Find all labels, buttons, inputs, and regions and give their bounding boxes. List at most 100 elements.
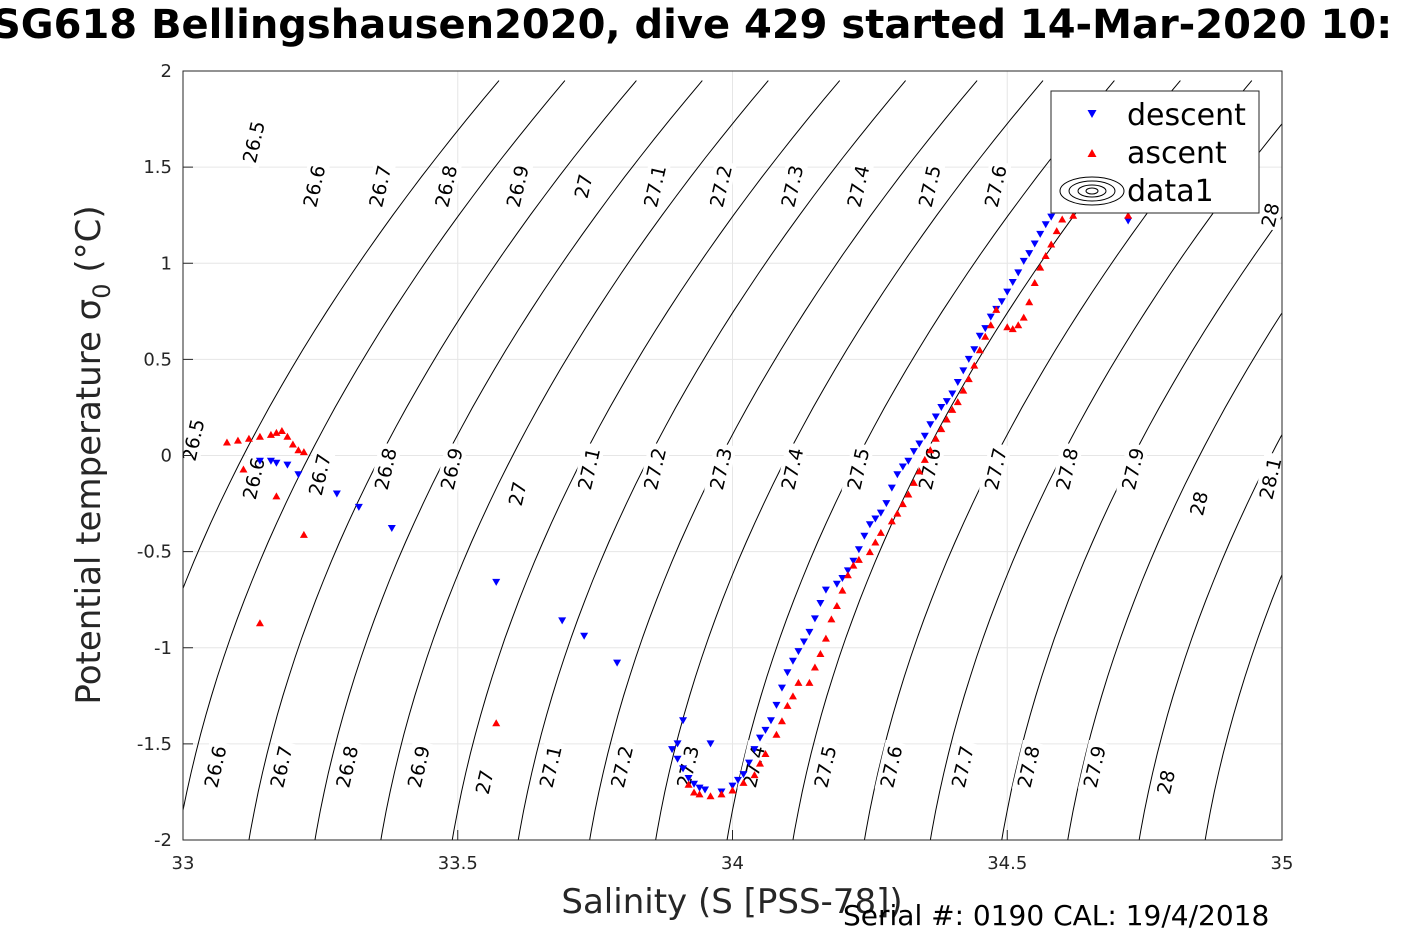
descent-point xyxy=(816,600,825,608)
contour-label-text: 28 xyxy=(1186,489,1213,518)
contour-label-bg xyxy=(874,739,908,794)
descent-point xyxy=(750,746,759,754)
contour-label: 28 xyxy=(1151,765,1180,799)
contour-label-bg xyxy=(503,477,532,510)
ascent-point xyxy=(843,571,852,579)
descent-point xyxy=(964,355,973,363)
ascent-point xyxy=(233,436,242,444)
contour-label: 27 xyxy=(470,765,499,799)
descent-point xyxy=(1047,213,1056,221)
ascent-point xyxy=(788,692,797,700)
series-ascent xyxy=(222,211,1133,800)
ascent-point xyxy=(728,786,737,794)
descent-point xyxy=(673,740,682,748)
contour-label-bg xyxy=(912,441,946,496)
y-axis-label-main: Potential temperature σ xyxy=(69,299,109,705)
contour-label-bg xyxy=(1116,441,1149,496)
ascent-point xyxy=(964,375,973,383)
contour-label: 27.1 xyxy=(533,739,567,794)
legend-ascent-marker xyxy=(1087,149,1097,157)
contour-label: 26.8 xyxy=(368,441,402,496)
contour-label-text: 28 xyxy=(1153,768,1180,797)
chart-title: SG618 Bellingshausen2020, dive 429 start… xyxy=(0,2,1393,48)
x-tick-label: 34 xyxy=(721,853,744,874)
contour-label: 28 xyxy=(1256,198,1284,232)
ascent-point xyxy=(1124,211,1133,219)
contour-label-bg xyxy=(470,765,499,799)
data-points xyxy=(222,188,1133,800)
descent-point xyxy=(613,659,622,667)
contour-label: 28 xyxy=(1184,487,1213,520)
legend-descent-label: descent xyxy=(1127,98,1246,133)
contour-label-bg xyxy=(737,739,770,794)
ascent-point xyxy=(827,615,836,623)
descent-point xyxy=(695,784,704,792)
ascent-point xyxy=(1052,227,1061,235)
ascent-point xyxy=(975,346,984,354)
ascent-point xyxy=(239,465,248,473)
descent-point xyxy=(805,628,814,636)
descent-point xyxy=(255,457,264,465)
contour-label-bg xyxy=(330,739,364,794)
contour-label-bg xyxy=(1253,451,1287,506)
y-axis-label-unit: (°C) xyxy=(69,205,109,283)
contour-label-bg xyxy=(671,739,704,794)
descent-point xyxy=(975,332,984,340)
ascent-point xyxy=(948,405,957,413)
descent-point xyxy=(387,525,396,533)
legend-box xyxy=(1050,90,1260,214)
contour-label-bg xyxy=(368,441,402,496)
descent-point xyxy=(959,367,968,375)
descent-point xyxy=(904,457,913,465)
contour-label-bg xyxy=(1077,739,1111,794)
contour-line-26.5 xyxy=(183,80,500,590)
ascent-point xyxy=(690,788,699,796)
descent-point xyxy=(294,471,303,479)
contour-label-bg xyxy=(533,739,567,794)
ascent-point xyxy=(832,601,841,609)
ascent-point xyxy=(898,500,907,508)
descent-point xyxy=(733,776,742,784)
descent-point xyxy=(931,413,940,421)
ascent-point xyxy=(1036,263,1045,271)
descent-point xyxy=(766,717,775,725)
contour-label: 26.6 xyxy=(198,739,231,794)
y-axis-label-sub: 0 xyxy=(88,283,116,298)
contour-label-bg xyxy=(605,739,638,794)
descent-point xyxy=(948,390,957,398)
ascent-point xyxy=(849,561,858,569)
ascent-point xyxy=(783,701,792,709)
descent-point xyxy=(1019,257,1028,265)
contour-label-bg xyxy=(1151,765,1180,799)
ascent-point xyxy=(717,790,726,798)
contour-label-bg xyxy=(1050,441,1084,496)
descent-point xyxy=(909,448,918,456)
descent-point xyxy=(788,657,797,665)
descent-point xyxy=(783,669,792,677)
descent-point xyxy=(761,726,770,734)
descent-point xyxy=(986,313,995,321)
y-tick-label: -1.5 xyxy=(137,734,172,755)
ascent-point xyxy=(1014,321,1023,329)
ascent-point xyxy=(942,415,951,423)
descent-point xyxy=(893,471,902,479)
ascent-point xyxy=(255,619,264,627)
ascent-point xyxy=(299,448,308,456)
y-axis: -2 -1.5 -1 -0.5 0 0.5 1 1.5 2 xyxy=(137,61,193,851)
ascent-point xyxy=(1030,278,1039,286)
descent-point xyxy=(794,648,803,656)
contour-label-bg xyxy=(176,413,210,467)
descent-point xyxy=(832,580,841,588)
ascent-point xyxy=(294,446,303,454)
density-contour-labels: 26.526.6 26.7 26.8 26.9 27 27.1 27.2 27.3 27.4 27… xyxy=(176,115,1287,799)
contour-label-text: 27 xyxy=(505,480,532,509)
descent-point xyxy=(843,567,852,575)
ascent-point xyxy=(761,749,770,757)
ascent-point xyxy=(854,555,863,563)
descent-point xyxy=(1124,217,1133,225)
contour-label: 27 xyxy=(569,170,598,203)
descent-point xyxy=(926,421,935,429)
descent-point xyxy=(755,734,764,742)
descent-point xyxy=(332,490,341,498)
